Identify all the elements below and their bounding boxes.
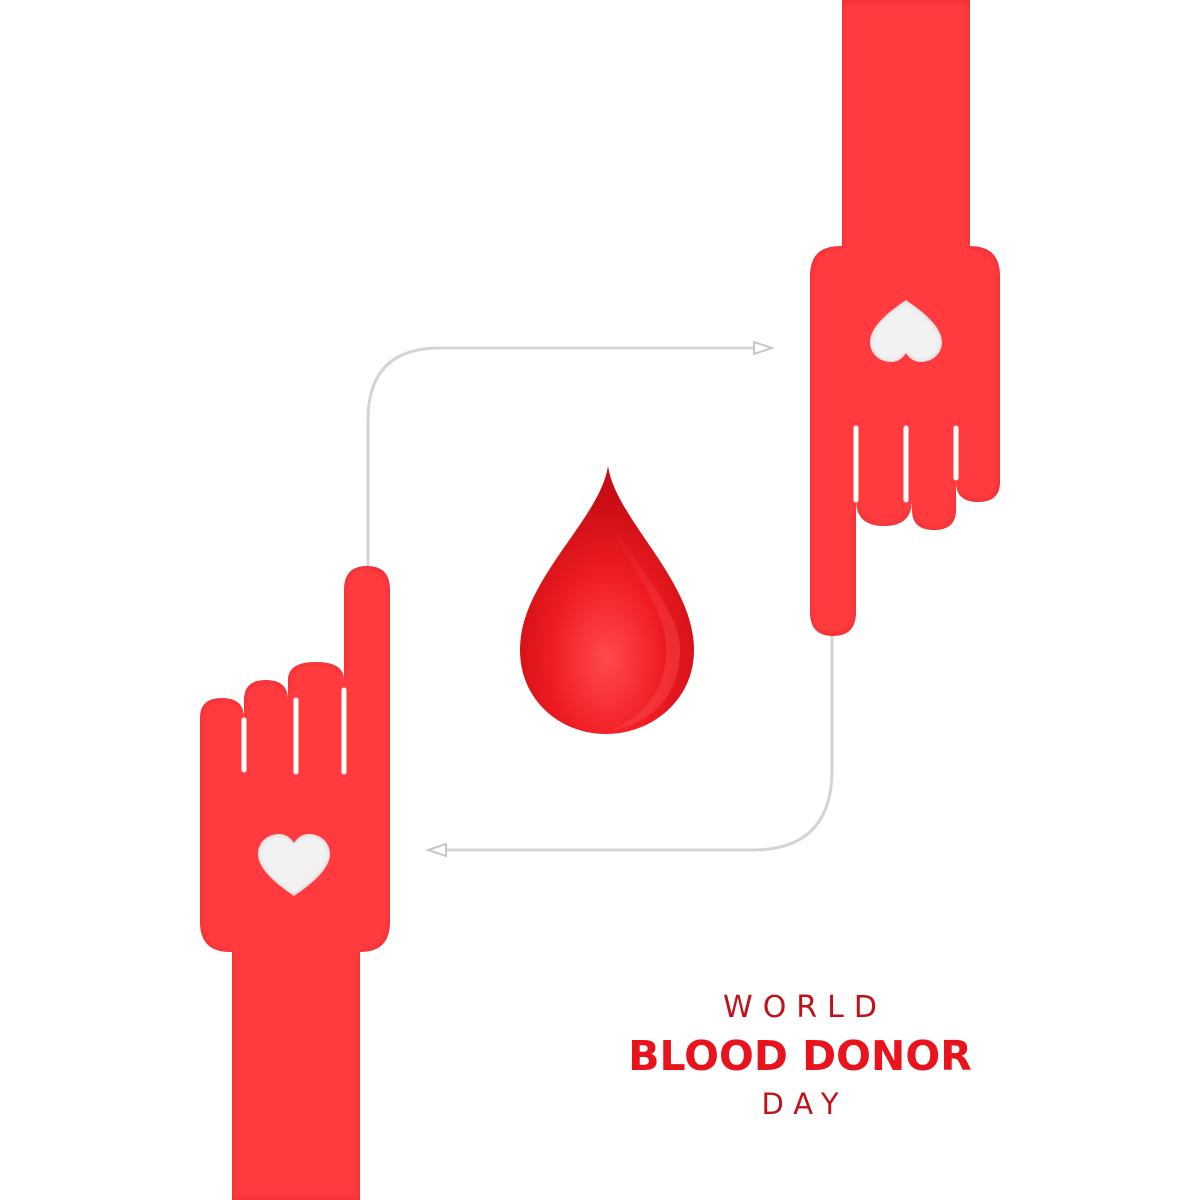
title-day: DAY bbox=[761, 1087, 849, 1121]
title-blood-donor: BLOOD DONOR bbox=[628, 1032, 972, 1080]
heart-icon bbox=[870, 300, 942, 362]
arrow-icon bbox=[753, 340, 776, 356]
arrow-icon bbox=[424, 842, 447, 858]
heart-icon bbox=[258, 834, 330, 896]
blood-drop-icon bbox=[520, 466, 694, 734]
title-world: WORLD bbox=[723, 990, 887, 1025]
